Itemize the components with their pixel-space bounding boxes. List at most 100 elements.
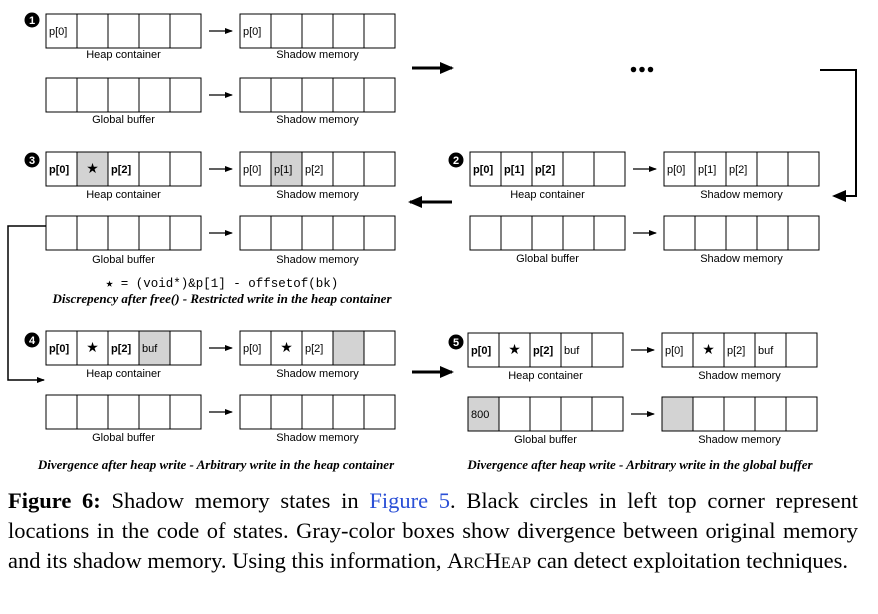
shadow-memory-label: Shadow memory xyxy=(698,434,781,446)
global-buffer-cell xyxy=(76,394,109,430)
global-buffer-cell xyxy=(138,77,171,113)
shadow-global-cell xyxy=(239,215,272,251)
shadow-heap-cell-text: p[2] xyxy=(305,343,323,355)
global-buffer-cell xyxy=(76,77,109,113)
global-buffer-cell xyxy=(45,77,78,113)
global-buffer-cell xyxy=(169,215,202,251)
shadow-heap-cell xyxy=(723,332,756,368)
shadow-heap-cell xyxy=(787,151,820,187)
state-1: 1 p[0] p[0] Heap container Shadow memory Glob… xyxy=(24,12,396,126)
shadow-heap-cell xyxy=(332,13,365,49)
heap-container-cell xyxy=(107,13,140,49)
shadow-heap-cell xyxy=(785,332,818,368)
shadow-global-cell xyxy=(301,394,334,430)
shadow-global-cell xyxy=(723,396,756,432)
global-buffer-cell xyxy=(138,215,171,251)
shadow-heap-cell-text: p[0] xyxy=(243,343,261,355)
step-number: 2 xyxy=(453,155,459,167)
note-state-3: Discrepency after free() - Restricted wr… xyxy=(51,291,392,306)
shadow-global-cell xyxy=(725,215,758,251)
step-marker-1 xyxy=(24,12,40,28)
global-buffer-label: Global buffer xyxy=(514,434,577,446)
shadow-heap-cell xyxy=(332,330,365,366)
shadow-global-cell xyxy=(239,77,272,113)
heap-container-label: Heap container xyxy=(508,370,583,382)
global-buffer-cell xyxy=(529,396,562,432)
global-buffer-cell xyxy=(138,394,171,430)
heap-container-cell xyxy=(169,13,202,49)
memory-states: 1 p[0] p[0] Heap container Shadow memory Glob… xyxy=(24,12,820,446)
global-buffer-cell xyxy=(169,77,202,113)
heap-container-cell-text: p[1] xyxy=(504,164,525,176)
global-buffer-cell-text: 800 xyxy=(471,409,489,421)
global-buffer-cell xyxy=(531,215,564,251)
caption-label: Figure 6: xyxy=(8,488,101,513)
shadow-heap-cell-text: p[2] xyxy=(305,164,323,176)
shadow-heap-cell xyxy=(661,332,694,368)
shadow-global-cell xyxy=(332,215,365,251)
heap-container-cell-text: p[2] xyxy=(535,164,556,176)
state-2: 2 p[0] p[1] p[2] p[0] p[1] p[2] Heap container S… xyxy=(448,151,820,265)
heap-container-label: Heap container xyxy=(510,189,585,201)
global-buffer-cell xyxy=(562,215,595,251)
shadow-global-cell xyxy=(694,215,727,251)
heap-container-cell-text: buf xyxy=(564,345,580,357)
shadow-heap-cell-text: p[0] xyxy=(243,26,261,38)
shadow-global-cell xyxy=(754,396,787,432)
state-3: 3 p[0] ★ p[2] p[0] p[1] p[2] Heap container Shad… xyxy=(24,151,396,266)
global-buffer-label: Global buffer xyxy=(516,253,579,265)
global-buffer-cell xyxy=(45,394,78,430)
global-buffer-cell xyxy=(107,77,140,113)
shadow-memory-label: Shadow memory xyxy=(700,253,783,265)
shadow-heap-cell xyxy=(270,13,303,49)
heap-container-cell-text: p[0] xyxy=(473,164,494,176)
flow-arrow-down xyxy=(820,69,857,202)
heap-container-cell-text: p[0] xyxy=(471,345,492,357)
shadow-heap-cell xyxy=(363,330,396,366)
shadow-memory-label: Shadow memory xyxy=(276,49,359,61)
caption-text-1: Shadow memory states in xyxy=(100,488,370,513)
heap-container-cell xyxy=(498,332,531,368)
shadow-global-cell xyxy=(301,77,334,113)
shadow-memory-label: Shadow memory xyxy=(276,368,359,380)
heap-container-cell xyxy=(169,151,202,187)
global-buffer-cell xyxy=(107,215,140,251)
shadow-memory-label: Shadow memory xyxy=(276,432,359,444)
heap-container-cell-text: ★ xyxy=(508,342,521,358)
shadow-global-cell xyxy=(363,77,396,113)
heap-container-cell xyxy=(76,13,109,49)
shadow-heap-cell xyxy=(239,330,272,366)
shadow-global-cell xyxy=(239,394,272,430)
shadow-memory-label: Shadow memory xyxy=(276,114,359,126)
global-buffer-cell xyxy=(45,215,78,251)
shadow-global-cell xyxy=(692,396,725,432)
shadow-heap-cell xyxy=(363,13,396,49)
step-marker-4 xyxy=(24,332,40,348)
shadow-global-cell xyxy=(756,215,789,251)
shadow-heap-cell-text: p[2] xyxy=(727,345,745,357)
note-state-4: Divergence after heap write - Arbitrary … xyxy=(37,457,395,472)
formula-text: ★ = (void*)&p[1] - offsetof(bk) xyxy=(106,277,339,291)
note-state-5: Divergence after heap write - Arbitrary … xyxy=(466,457,813,472)
heap-container-label: Heap container xyxy=(86,49,161,61)
heap-container-cell xyxy=(107,151,140,187)
global-buffer-cell xyxy=(498,396,531,432)
step-marker-3 xyxy=(24,152,40,168)
shadow-global-cell xyxy=(363,394,396,430)
heap-container-cell xyxy=(107,330,140,366)
shadow-memory-label: Shadow memory xyxy=(276,189,359,201)
heap-container-cell xyxy=(591,332,624,368)
state-4: 4 p[0] ★ p[2] buf p[0] ★ p[2] Heap container Shad… xyxy=(24,330,396,444)
shadow-heap-cell-text: p[1] xyxy=(274,164,292,176)
shadow-global-cell xyxy=(663,215,696,251)
heap-container-cell xyxy=(76,151,109,187)
caption-figure-link[interactable]: Figure 5 xyxy=(369,488,451,513)
shadow-global-cell xyxy=(270,77,303,113)
shadow-heap-cell xyxy=(756,151,789,187)
shadow-heap-cell xyxy=(239,13,272,49)
heap-container-cell-text: p[2] xyxy=(111,164,132,176)
shadow-heap-cell xyxy=(754,332,787,368)
step-number: 3 xyxy=(29,155,35,167)
heap-container-cell xyxy=(138,151,171,187)
shadow-memory-label: Shadow memory xyxy=(276,254,359,266)
